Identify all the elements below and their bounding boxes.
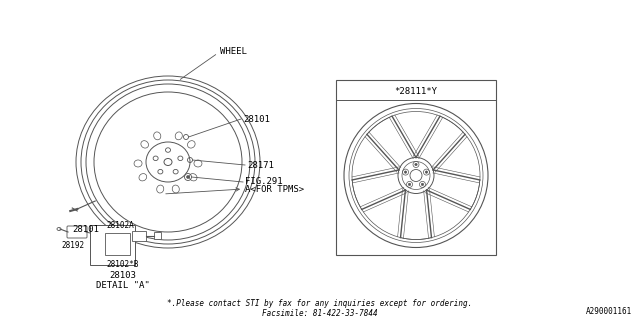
Text: 28102A: 28102A xyxy=(106,221,134,230)
Circle shape xyxy=(186,175,189,179)
Text: DETAIL "A": DETAIL "A" xyxy=(96,281,150,290)
Bar xyxy=(132,231,146,241)
Text: 28102*B: 28102*B xyxy=(106,260,138,269)
Text: Facsimile: 81-422-33-7844: Facsimile: 81-422-33-7844 xyxy=(262,308,378,317)
Text: *28111*Y: *28111*Y xyxy=(394,86,438,95)
FancyBboxPatch shape xyxy=(67,226,87,238)
Circle shape xyxy=(415,163,417,166)
Text: *.Please contact STI by fax for any inquiries except for ordering.: *.Please contact STI by fax for any inqu… xyxy=(168,300,472,308)
Text: 28171: 28171 xyxy=(247,161,274,170)
Text: 28103: 28103 xyxy=(109,270,136,279)
Text: 28192: 28192 xyxy=(62,241,85,250)
Text: 28101: 28101 xyxy=(72,225,99,234)
Bar xyxy=(336,80,496,255)
Circle shape xyxy=(425,171,428,173)
Text: A<FOR TPMS>: A<FOR TPMS> xyxy=(245,185,304,194)
Circle shape xyxy=(404,171,407,173)
Text: 28101: 28101 xyxy=(243,115,270,124)
Circle shape xyxy=(408,183,411,186)
Bar xyxy=(90,225,135,265)
Bar xyxy=(105,233,130,255)
Text: FIG.291: FIG.291 xyxy=(245,178,283,187)
Bar xyxy=(154,232,161,239)
Text: WHEEL: WHEEL xyxy=(220,47,247,57)
Circle shape xyxy=(421,183,424,186)
Text: A290001161: A290001161 xyxy=(586,307,632,316)
